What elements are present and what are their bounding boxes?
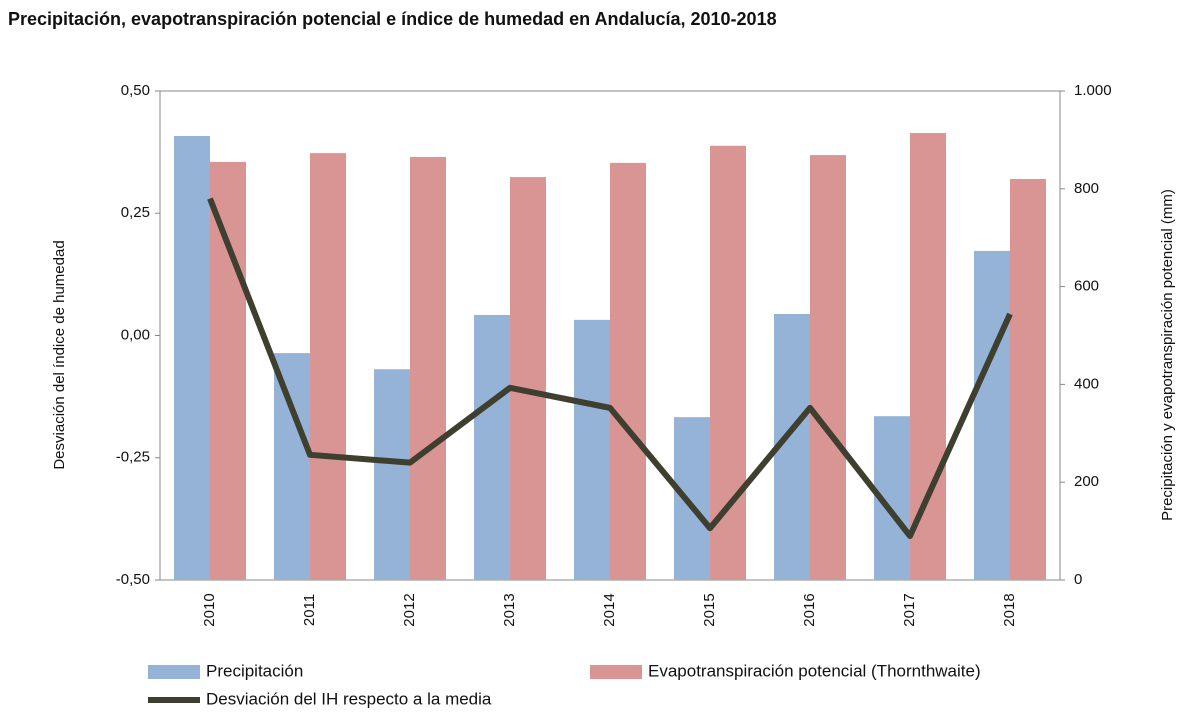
bar xyxy=(374,369,410,580)
bar xyxy=(210,161,246,580)
legend-swatch xyxy=(590,665,642,679)
y2-tick-label: 1.000 xyxy=(1074,82,1112,99)
y2-axis-label: Precipitación y evapotranspiración poten… xyxy=(1159,189,1176,521)
bar xyxy=(810,155,846,580)
y-tick-label: -0,25 xyxy=(116,449,150,466)
x-tick-label: 2017 xyxy=(901,593,918,626)
y-tick-label: -0,50 xyxy=(116,571,150,588)
x-tick-label: 2010 xyxy=(201,593,218,626)
y2-tick-label: 200 xyxy=(1074,473,1099,490)
bar xyxy=(710,145,746,580)
x-tick-label: 2014 xyxy=(601,593,618,626)
y-tick-label: 0,25 xyxy=(121,204,150,221)
y2-tick-label: 400 xyxy=(1074,375,1099,392)
y2-tick-label: 800 xyxy=(1074,180,1099,197)
bar xyxy=(274,353,310,580)
bar xyxy=(674,417,710,580)
line xyxy=(207,197,1013,539)
bar xyxy=(610,162,646,580)
y2-tick-label: 600 xyxy=(1074,278,1099,295)
bar xyxy=(910,133,946,580)
x-tick-label: 2016 xyxy=(801,593,818,626)
bar xyxy=(174,135,210,580)
y-tick-label: 0,00 xyxy=(121,326,150,343)
legend-label: Precipitación xyxy=(206,661,303,680)
x-tick-label: 2013 xyxy=(501,593,518,626)
bar xyxy=(1010,179,1046,580)
legend-label: Evapotranspiración potencial (Thornthwai… xyxy=(648,661,981,680)
legend-swatch xyxy=(148,665,200,679)
y-axis-label: Desviación del índice de humedad xyxy=(51,240,68,469)
bar xyxy=(310,153,346,580)
x-tick-label: 2012 xyxy=(401,593,418,626)
x-tick-label: 2015 xyxy=(701,593,718,626)
bar xyxy=(474,314,510,580)
bar xyxy=(574,319,610,580)
bar xyxy=(974,250,1010,580)
bar xyxy=(410,157,446,580)
y2-tick-label: 0 xyxy=(1074,571,1082,588)
x-tick-label: 2011 xyxy=(301,594,318,626)
x-tick-label: 2018 xyxy=(1001,593,1018,626)
chart-title: Precipitación, evapotranspiración potenc… xyxy=(8,9,777,29)
legend-label: Desviación del IH respecto a la media xyxy=(206,689,492,708)
y-tick-label: 0,50 xyxy=(121,82,150,99)
bar xyxy=(510,177,546,580)
